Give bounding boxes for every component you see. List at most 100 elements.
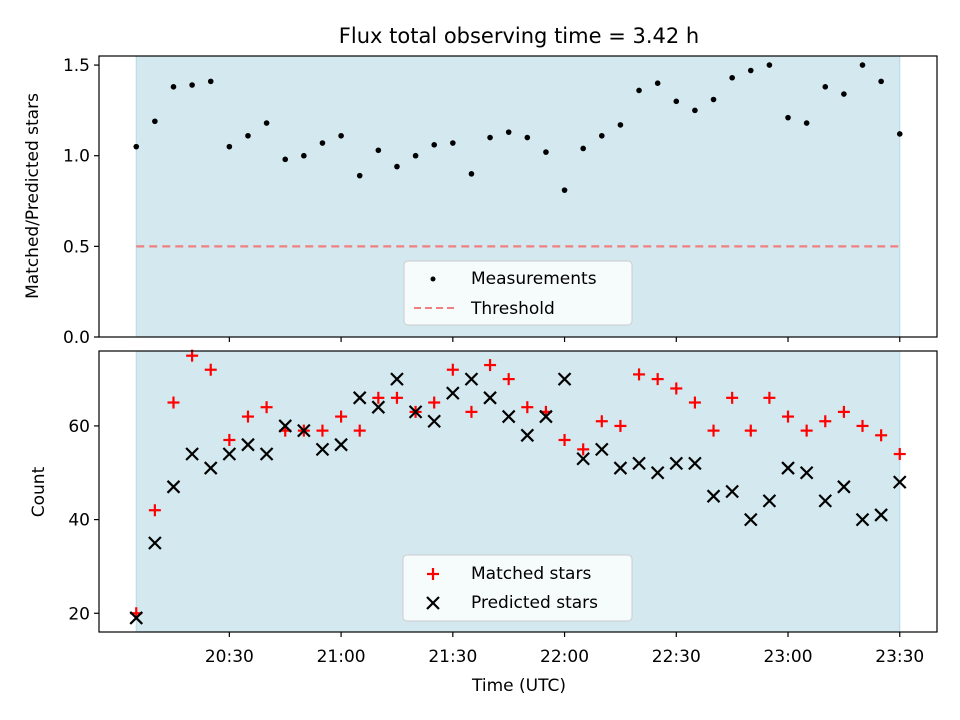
predicted-star-point: [408, 405, 423, 419]
measurement-point: [226, 143, 233, 150]
measurement-point: [356, 172, 363, 179]
predicted-star-point: [315, 442, 330, 457]
predicted-star-point: [837, 480, 851, 494]
bottom-frame: [98, 350, 938, 633]
top-y-axis-label: Matched/Predicted stars: [23, 93, 43, 299]
legend-measurements-label: Measurements: [471, 269, 597, 289]
measurement-point: [338, 132, 344, 139]
top-frame: [98, 55, 938, 338]
matched-star-point: [800, 424, 813, 437]
measurement-point: [710, 96, 717, 103]
measurement-point: [729, 74, 735, 81]
x-tick-label: 23:30: [875, 647, 924, 667]
x-tick-label: 23:00: [764, 647, 813, 667]
predicted-star-point: [799, 465, 814, 480]
predicted-star-point: [892, 475, 907, 489]
measurement-point: [263, 120, 270, 126]
count-panel: 20 40 60 20:30 21:00 21:30 22:00 22:30 23:00 23:…: [29, 349, 938, 696]
x-tick-label: 21:30: [428, 647, 477, 667]
predicted-star-point: [129, 611, 144, 625]
matched-star-point: [148, 504, 161, 517]
matched-star-point: [502, 373, 515, 386]
predicted-star-point: [371, 400, 386, 414]
matched-star-point: [595, 415, 608, 428]
measurement-point: [766, 62, 773, 68]
measurement-point: [319, 140, 326, 146]
predicted-star-point: [762, 494, 777, 508]
matched-star-point: [465, 405, 478, 418]
top-y-axis: 0.0 0.5 1.0 1.5: [63, 56, 99, 348]
matched-star-point: [670, 382, 683, 395]
predicted-star-point: [855, 512, 870, 527]
top-y-tick-label: 1.5: [63, 56, 90, 76]
measurement-point: [301, 152, 307, 159]
matched-star-point: [484, 359, 497, 372]
predicted-star-point: [222, 447, 237, 461]
matched-star-point: [521, 401, 534, 414]
chart-title: Flux total observing time = 3.42 h: [339, 24, 699, 48]
top-y-tick-label: 1.0: [63, 147, 90, 167]
predicted-star-point: [874, 508, 888, 522]
measurement-point: [245, 132, 251, 139]
predicted-star-point: [595, 442, 609, 457]
measurement-point: [543, 149, 549, 155]
matched-star-point: [744, 424, 757, 437]
matched-star-point: [558, 433, 571, 446]
predicted-star-point: [576, 451, 590, 466]
measurement-point: [375, 147, 382, 154]
predicted-star-point: [632, 456, 646, 471]
measurement-point: [431, 142, 438, 148]
measurement-point: [617, 122, 624, 128]
predicted-star-point: [203, 461, 218, 475]
matched-star-point: [372, 391, 385, 404]
matched-star-point: [856, 419, 869, 432]
predicted-star-point: [781, 461, 795, 475]
measurement-point: [207, 78, 214, 85]
predicted-star-point: [166, 480, 181, 494]
predicted-stars-points: [129, 372, 907, 625]
predicted-star-point: [185, 447, 199, 461]
measurement-point: [282, 156, 289, 163]
predicted-star-point: [148, 536, 162, 550]
predicted-star-point: [464, 372, 479, 386]
bottom-y-tick-label: 20: [68, 604, 90, 624]
matched-star-point: [186, 349, 199, 362]
matched-star-point: [167, 396, 180, 409]
matched-star-point: [763, 391, 776, 404]
top-legend: Measurements Threshold: [403, 260, 633, 326]
measurement-point: [505, 129, 512, 135]
x-axis-label: Time (UTC): [471, 676, 566, 696]
predicted-star-point: [241, 437, 255, 452]
bottom-x-axis: 20:30 21:00 21:30 22:00 22:30 23:00 23:30: [205, 632, 924, 667]
predicted-star-point: [483, 391, 497, 405]
matched-star-point: [316, 424, 329, 437]
measurement-point: [468, 171, 475, 177]
measurement-point: [896, 131, 903, 137]
matched-star-point: [707, 424, 720, 437]
matched-star-point: [633, 368, 646, 381]
measurement-point: [878, 78, 884, 85]
top-y-tick-label: 0.0: [63, 328, 90, 348]
measurement-point: [785, 114, 791, 121]
matched-star-point: [241, 410, 254, 423]
measurement-point: [673, 98, 680, 105]
bottom-legend: Matched stars Predicted stars: [402, 554, 633, 622]
predicted-star-point: [706, 489, 721, 503]
legend-matched-label: Matched stars: [471, 564, 591, 584]
matched-star-point: [819, 415, 832, 428]
measurement-points: [133, 62, 903, 193]
matched-star-point: [260, 401, 273, 414]
measurement-point: [133, 143, 140, 150]
matched-star-point: [223, 433, 236, 446]
measurement-point: [524, 134, 531, 141]
measurement-point: [599, 132, 605, 139]
measurement-point: [859, 62, 866, 68]
predicted-star-point: [669, 456, 684, 471]
legend-threshold-label: Threshold: [470, 299, 555, 319]
predicted-star-point: [501, 409, 516, 424]
x-tick-label: 22:30: [652, 647, 701, 667]
measurement-point: [189, 82, 195, 88]
bottom-y-tick-label: 60: [68, 417, 90, 437]
predicted-star-point: [725, 484, 739, 499]
measurement-point: [822, 84, 829, 90]
